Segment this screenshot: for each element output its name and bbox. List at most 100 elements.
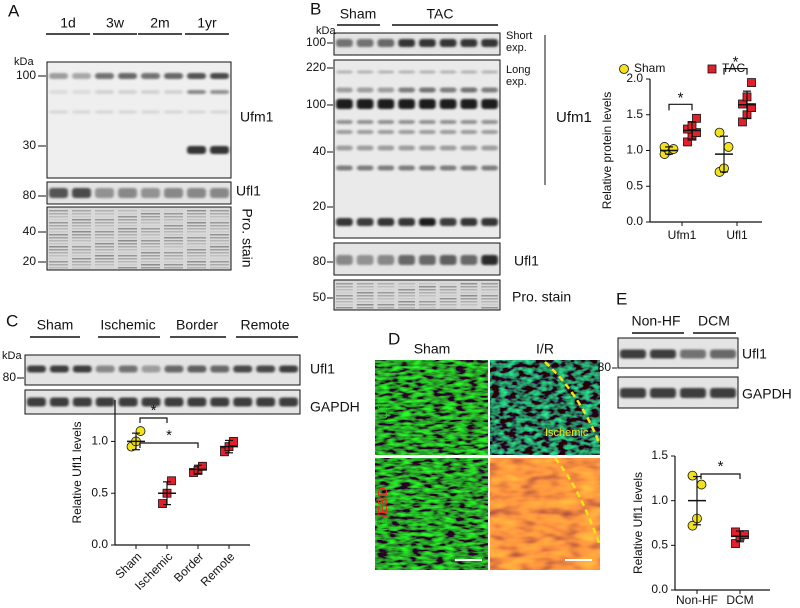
stain-band — [481, 289, 498, 291]
stain-band — [336, 304, 353, 306]
band — [336, 130, 353, 134]
sig-bracket — [139, 417, 168, 423]
panel-label: C — [6, 311, 18, 330]
stain-band — [164, 267, 183, 269]
band — [481, 255, 498, 265]
band — [419, 39, 436, 47]
sig-bracket — [668, 103, 693, 111]
stain-band — [481, 286, 498, 288]
band — [710, 388, 736, 398]
stain-band — [210, 249, 229, 251]
stain-band — [141, 243, 160, 245]
band — [187, 90, 206, 94]
stain-band — [141, 219, 160, 221]
stain-band — [210, 213, 229, 215]
data-point — [714, 127, 725, 138]
unit-label: kDa — [316, 25, 336, 37]
stain-band — [398, 283, 415, 285]
stain-band — [187, 255, 206, 257]
group-label: Sham — [340, 6, 377, 22]
stain-band — [439, 298, 457, 300]
stain-band — [336, 283, 353, 285]
group-label: TAC — [427, 6, 454, 22]
band — [650, 349, 676, 359]
band — [256, 397, 276, 407]
stain-band — [481, 301, 498, 303]
stain-band — [460, 289, 478, 291]
x-tick-label: Remote — [198, 549, 238, 589]
stain-band — [356, 304, 374, 306]
stain-band — [187, 222, 206, 224]
stain-band — [164, 255, 183, 257]
stain-band — [141, 267, 160, 269]
marker-label: 50 — [313, 290, 327, 304]
stain-band — [164, 210, 183, 212]
blot-label: Pro. stain — [512, 289, 571, 305]
stain-band — [377, 301, 395, 303]
stain-band — [95, 249, 114, 251]
y-tick-label: 1.0 — [651, 493, 668, 507]
stain-band — [210, 264, 229, 266]
band — [377, 218, 395, 226]
stain-band — [481, 292, 498, 294]
y-tick-label: 0.0 — [651, 582, 668, 596]
stain-band — [460, 295, 478, 297]
stain-band — [72, 249, 91, 251]
marker-label: 80 — [313, 254, 327, 268]
stain-band — [72, 228, 91, 230]
stain-band — [118, 237, 137, 239]
band — [439, 120, 457, 124]
stain-band — [95, 225, 114, 227]
stain-band — [356, 298, 374, 300]
y-tick-label: 0.0 — [626, 214, 643, 228]
stain-band — [49, 267, 68, 269]
band — [27, 365, 46, 373]
band — [233, 397, 253, 407]
stain-band — [377, 283, 395, 285]
stain-band — [141, 252, 160, 254]
stain-band — [356, 292, 374, 294]
stain-band — [460, 304, 478, 306]
stain-band — [336, 295, 353, 297]
data-point — [731, 527, 740, 537]
row-label-part: Ufl1 — [375, 518, 390, 541]
stain-band — [164, 222, 183, 224]
y-tick-label: 1.5 — [651, 448, 668, 462]
stain-band — [141, 210, 160, 212]
stain-band — [72, 261, 91, 263]
band — [356, 165, 374, 171]
stain-band — [118, 228, 137, 230]
band — [164, 73, 183, 79]
band — [279, 365, 298, 373]
band — [336, 255, 353, 265]
band — [481, 130, 498, 134]
band — [398, 218, 415, 226]
band — [210, 146, 229, 154]
group-label: Border — [176, 317, 218, 333]
column-label: I/R — [536, 341, 554, 357]
stain-band — [118, 246, 137, 248]
stain-band — [164, 237, 183, 239]
band — [439, 145, 457, 151]
stain-band — [49, 261, 68, 263]
stain-band — [141, 237, 160, 239]
panel-label: D — [388, 329, 400, 348]
band — [356, 145, 374, 151]
group-label: Sham — [37, 317, 74, 333]
unit-label: kDa — [14, 56, 34, 68]
band — [398, 120, 415, 124]
band — [481, 99, 498, 109]
exposure-label: Short exp. — [506, 30, 533, 54]
band — [439, 99, 457, 109]
band — [336, 99, 353, 109]
band — [187, 73, 206, 79]
stain-band — [141, 261, 160, 263]
stain-band — [356, 301, 374, 303]
y-tick-label: 0.5 — [626, 178, 643, 192]
column-label: Sham — [414, 341, 451, 357]
stain-band — [72, 225, 91, 227]
blot-label: Ufl1 — [514, 253, 539, 269]
band — [481, 218, 498, 226]
data-point — [687, 520, 698, 531]
stain-band — [481, 307, 498, 309]
